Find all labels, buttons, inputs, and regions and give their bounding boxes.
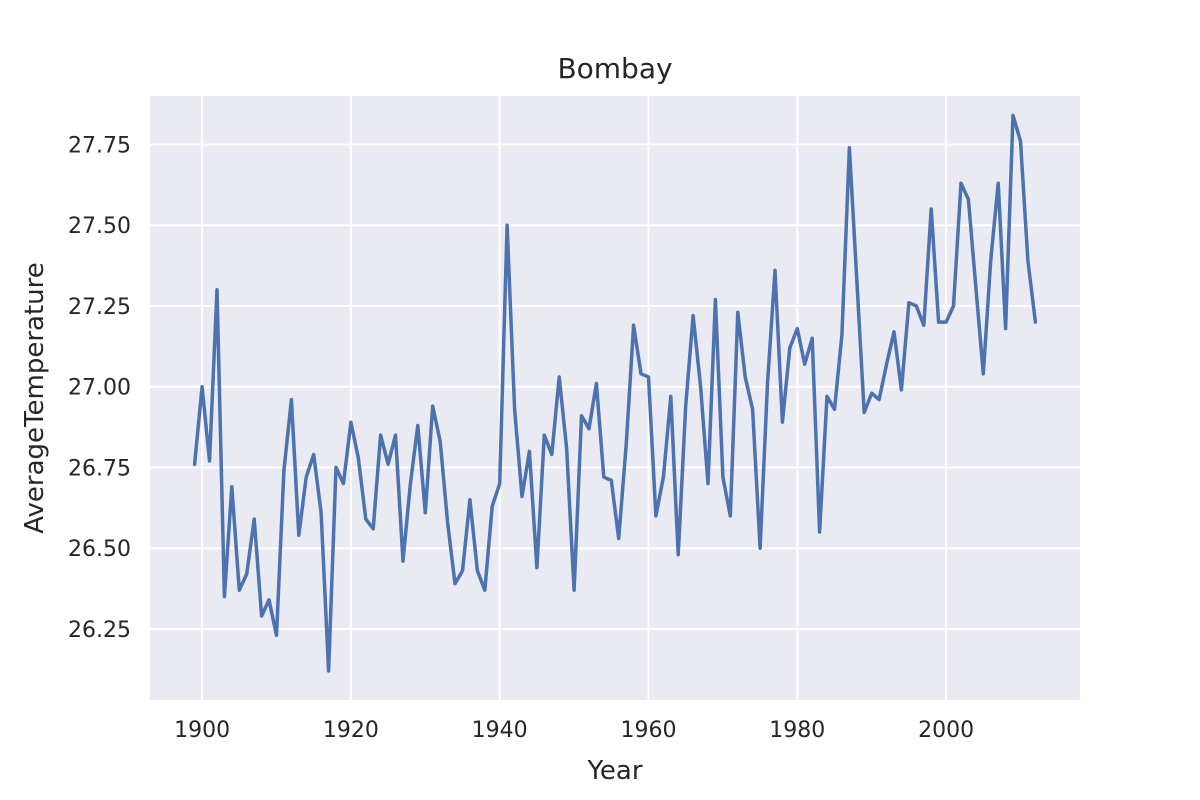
plot-background	[150, 96, 1080, 700]
y-tick-label: 27.25	[68, 295, 131, 320]
y-tick-label: 26.25	[68, 618, 131, 643]
x-tick-label: 1940	[472, 718, 528, 743]
chart-title: Bombay	[557, 52, 672, 85]
y-tick-label: 26.50	[68, 537, 131, 562]
x-tick-label: 2000	[918, 718, 974, 743]
y-axis-title: AverageTemperature	[20, 262, 50, 533]
y-tick-label: 27.00	[68, 376, 131, 401]
series-line	[192, 113, 1038, 673]
x-tick-labels: 1900 1920 1940 1960 1980 2000	[174, 718, 974, 743]
x-axis-title: Year	[586, 756, 642, 786]
x-tick-label: 1920	[323, 718, 379, 743]
x-tick-label: 1980	[769, 718, 825, 743]
y-tick-label: 27.50	[68, 214, 131, 239]
y-tick-label: 26.75	[68, 456, 131, 481]
horizontal-gridlines	[150, 143, 1080, 630]
x-tick-label: 1900	[174, 718, 230, 743]
y-tick-labels: 26.25 26.50 26.75 27.00 27.25 27.50 27.75	[68, 133, 131, 642]
y-tick-label: 27.75	[68, 133, 131, 158]
x-tick-label: 1960	[620, 718, 676, 743]
vertical-gridlines	[201, 96, 948, 700]
